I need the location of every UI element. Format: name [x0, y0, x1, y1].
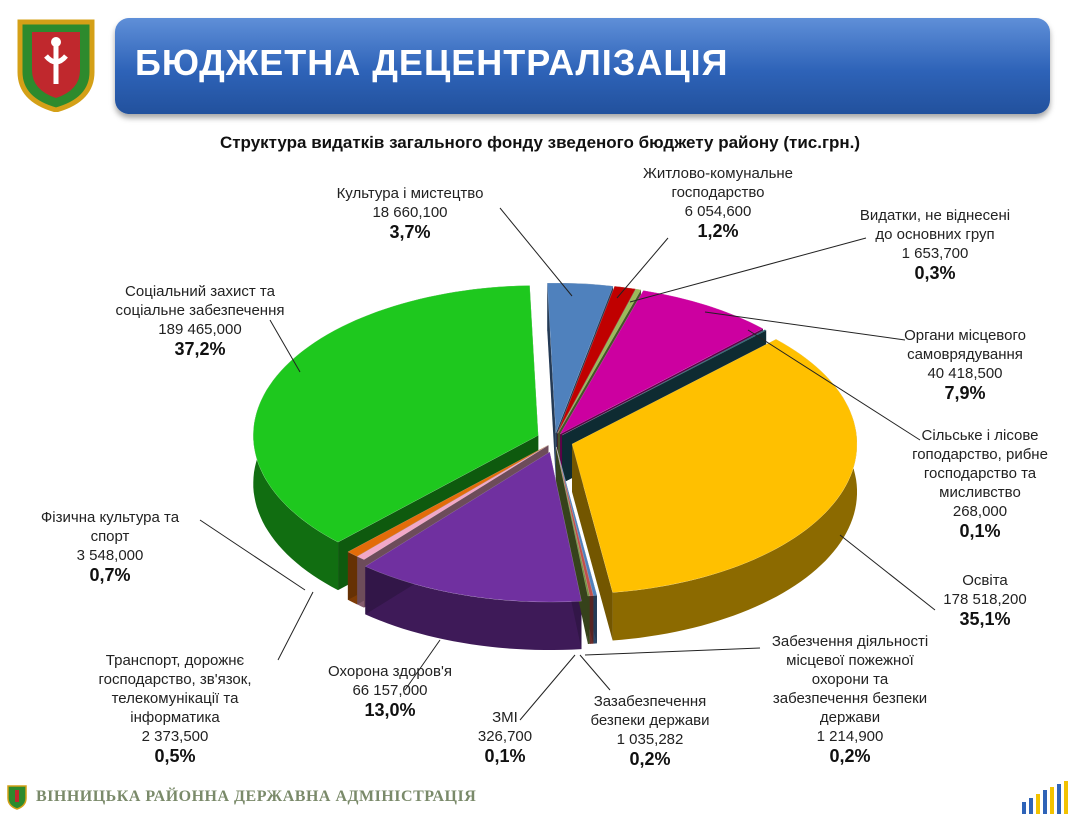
slice-label-1: Житлово-комунальне господарство 6 054,600 1…	[643, 165, 793, 241]
leader-line-8	[519, 654, 576, 721]
pie-slice-5	[571, 339, 858, 593]
slice-label-7: Зазабезпечення безпеки держави 1 035,282 0,…	[590, 693, 709, 769]
pie-slice-7	[555, 446, 594, 597]
slice-label-12: Соціальний захист та соціальне забезпечен…	[116, 283, 285, 359]
leader-line-3	[704, 311, 906, 341]
leader-line-9	[404, 639, 441, 691]
slice-side-5	[612, 339, 857, 641]
leader-line-4	[747, 329, 921, 441]
pie-slice-12	[253, 285, 539, 543]
pie-slice-2	[557, 288, 642, 434]
slice-label-10: Транспорт, дорожнє господарство, зв'язок,…	[98, 652, 251, 766]
slice-edge-5-1	[572, 444, 613, 641]
chart-title: Структура видатків загального фонду звед…	[219, 133, 861, 152]
slice-label-0: Культура і мистецтво 18 660,100 3,7%	[337, 185, 484, 242]
slice-side-9	[365, 566, 582, 650]
bar-graphic-icon	[1022, 781, 1068, 814]
footer-crest-icon	[7, 785, 27, 810]
page-title: БЮДЖЕТНА ДЕЦЕНТРАЛІЗАЦІЯ	[135, 42, 729, 83]
coat-of-arms-icon	[17, 19, 95, 112]
pie-slice-6	[556, 446, 598, 596]
leader-line-0	[499, 207, 573, 297]
slice-edge-0-0	[547, 283, 556, 482]
leader-line-10	[277, 591, 314, 661]
title-banner: БЮДЖЕТНА ДЕЦЕНТРАЛІЗАЦІЯ	[115, 18, 1050, 114]
leader-line-12	[269, 319, 301, 373]
leader-line-1	[616, 237, 669, 299]
slice-label-5: Освіта 178 518,200 35,1%	[943, 572, 1026, 629]
slice-label-3: Органи місцевого самоврядування 40 418,500…	[904, 327, 1026, 403]
footer-org: ВІННИЦЬКА РАЙОННА ДЕРЖАВНА АДМІНІСТРАЦІЯ	[36, 788, 477, 805]
leader-line-7	[579, 654, 611, 691]
pie-slice-8	[555, 446, 590, 597]
pie-slice-3	[559, 290, 764, 435]
slice-label-11: Фізична культура та спорт 3 548,000 0,7%	[41, 509, 180, 585]
leader-line-5	[839, 534, 936, 611]
slice-label-8: ЗМІ 326,700 0,1%	[478, 709, 532, 766]
pie-slice-1	[557, 285, 636, 434]
pie-slice-9	[364, 451, 582, 603]
pie-slice-11	[347, 444, 549, 557]
pie-slice-0	[547, 282, 614, 434]
slice-label-6: Забезчення діяльності місцевої пожежної ох…	[772, 633, 928, 766]
slice-label-9: Охорона здоров'я 66 157,000 13,0%	[328, 663, 452, 720]
slice-label-2: Видатки, не віднесені до основних груп 1 6…	[860, 207, 1010, 283]
leader-line-2	[629, 237, 867, 303]
slice-label-4: Сільське і лісове гоподарство, рибне госпо…	[912, 427, 1048, 541]
leader-line-11	[199, 519, 306, 591]
leader-line-6	[584, 647, 761, 656]
pie-slice-10	[356, 445, 549, 560]
pie-slice-4	[562, 329, 767, 436]
